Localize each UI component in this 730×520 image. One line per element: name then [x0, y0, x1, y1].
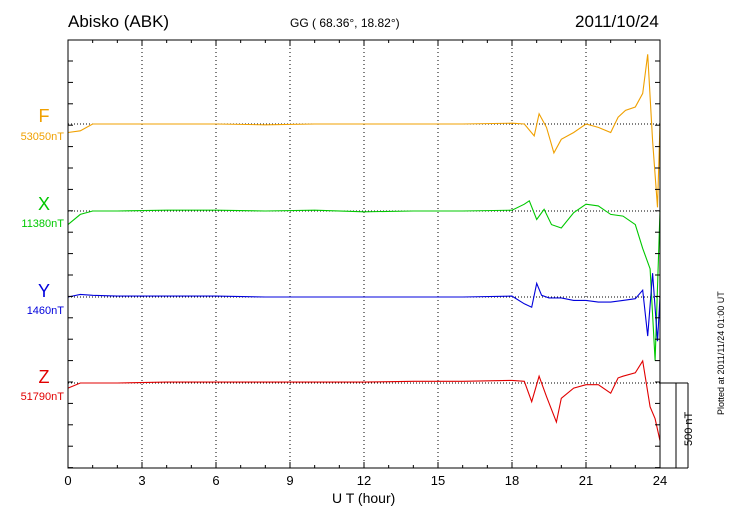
x-tick-label: 3 — [138, 473, 145, 488]
series-line-f — [67, 54, 661, 208]
station-title: Abisko (ABK) — [68, 12, 170, 31]
x-tick-label: 24 — [653, 473, 667, 488]
x-tick-label: 6 — [212, 473, 219, 488]
scale-bar — [660, 382, 689, 469]
series-name-f: F — [38, 106, 50, 126]
x-tick-label: 18 — [505, 473, 519, 488]
series-baseline-y: 1460nT — [26, 305, 64, 317]
x-axis-label: U T (hour) — [332, 490, 396, 506]
series-line-x — [67, 199, 661, 361]
x-tick-label: 0 — [64, 473, 71, 488]
tick-layer: 0 3 6 9 12 15 18 21 24 — [64, 40, 667, 488]
grid-layer — [68, 40, 660, 468]
series-line-y — [67, 273, 661, 342]
series-baseline-x: 11380nT — [21, 218, 64, 230]
series-baseline-f: 53050nT — [20, 131, 64, 143]
plotted-at-note: Plotted at 2011/11/24 01:00 UT — [716, 291, 726, 415]
series-name-y: Y — [37, 281, 50, 301]
scale-bar-label: 500 nT — [683, 411, 695, 446]
x-tick-label: 15 — [431, 473, 445, 488]
series-name-x: X — [37, 194, 50, 214]
x-tick-label: 9 — [286, 473, 293, 488]
series-layer — [67, 54, 661, 441]
series-name-z: Z — [38, 367, 50, 387]
x-tick-label: 12 — [357, 473, 371, 488]
series-baseline-z: 51790nT — [20, 391, 64, 403]
x-tick-label: 21 — [579, 473, 593, 488]
geographic-coords: GG ( 68.36°, 18.82°) — [290, 16, 400, 30]
series-line-z — [67, 359, 661, 441]
plot-date: 2011/10/24 — [575, 12, 659, 31]
